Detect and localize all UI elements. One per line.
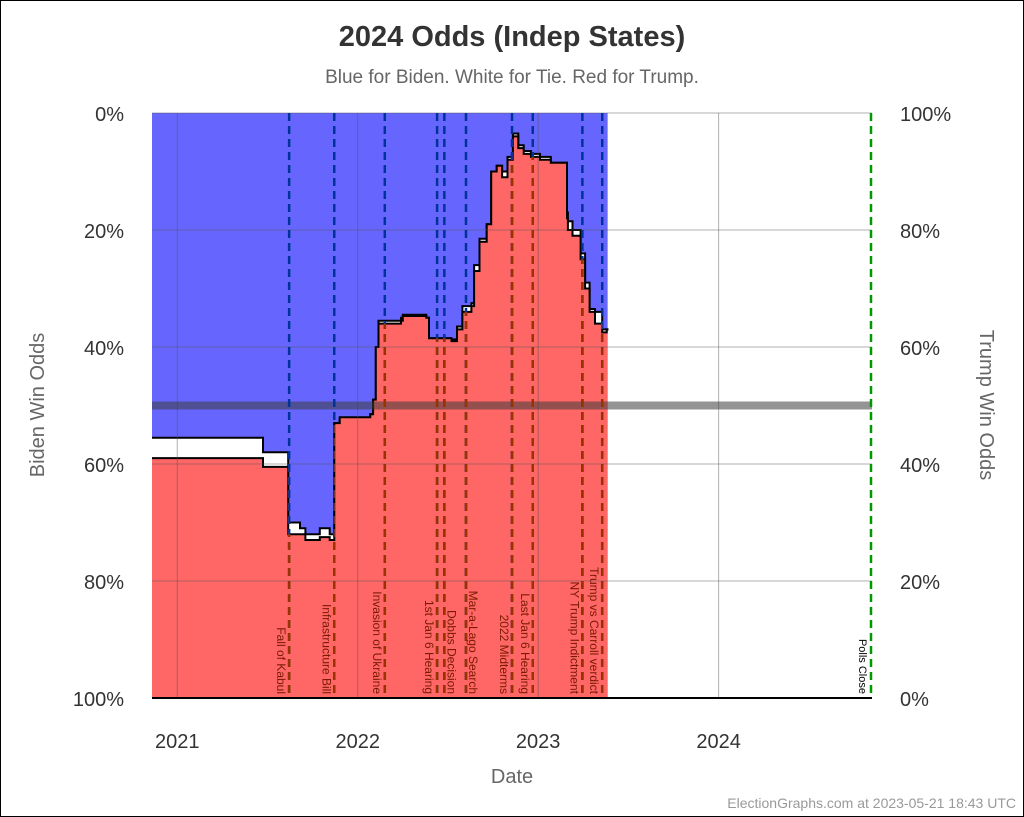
x-tick-label: 2023 bbox=[516, 731, 561, 753]
y-tick-right: 40% bbox=[900, 455, 940, 477]
event-label: 1st Jan 6 Hearing bbox=[422, 600, 436, 694]
chart-title: 2024 Odds (Indep States) bbox=[339, 21, 686, 53]
y-tick-left: 0% bbox=[95, 104, 124, 126]
trump-odds-line bbox=[152, 135, 609, 541]
y-tick-right: 100% bbox=[900, 104, 951, 126]
footer-credit: ElectionGraphs.com at 2023-05-21 18:43 U… bbox=[727, 795, 1016, 811]
y-tick-left: 20% bbox=[84, 221, 124, 243]
y-tick-right: 80% bbox=[900, 221, 940, 243]
event-label: Fall of Kabul bbox=[274, 627, 288, 694]
x-tick-label: 2022 bbox=[335, 731, 380, 753]
y-tick-right: 20% bbox=[900, 572, 940, 594]
y-tick-right: 60% bbox=[900, 338, 940, 360]
event-label: Invasion of Ukraine bbox=[370, 591, 384, 694]
chart-subtitle: Blue for Biden. White for Tie. Red for T… bbox=[325, 67, 699, 88]
event-label: Last Jan 6 Hearing bbox=[518, 593, 532, 694]
x-axis-label: Date bbox=[491, 766, 533, 788]
y-tick-left: 40% bbox=[84, 338, 124, 360]
x-tick-label: 2021 bbox=[155, 731, 200, 753]
y-tick-left: 80% bbox=[84, 572, 124, 594]
event-label: Mar-a-Lago Search bbox=[466, 591, 480, 694]
x-tick-label: 2024 bbox=[696, 731, 741, 753]
event-label: Trump vs Carroll verdict bbox=[587, 567, 601, 695]
event-label: Dobbs Decision bbox=[444, 610, 458, 694]
polls-close-label: Polls Close bbox=[856, 639, 868, 694]
y-axis-label-left: Biden Win Odds bbox=[27, 333, 49, 478]
event-label: 2022 Midterms bbox=[497, 615, 511, 694]
y-tick-left: 60% bbox=[84, 455, 124, 477]
event-label: NY Trump Indictment bbox=[567, 582, 581, 695]
y-tick-right: 0% bbox=[900, 689, 929, 711]
y-tick-left: 100% bbox=[73, 689, 124, 711]
event-label: Infrastructure Bill bbox=[319, 604, 333, 694]
y-axis-label-right: Trump Win Odds bbox=[975, 330, 997, 480]
trump-area bbox=[152, 136, 609, 698]
